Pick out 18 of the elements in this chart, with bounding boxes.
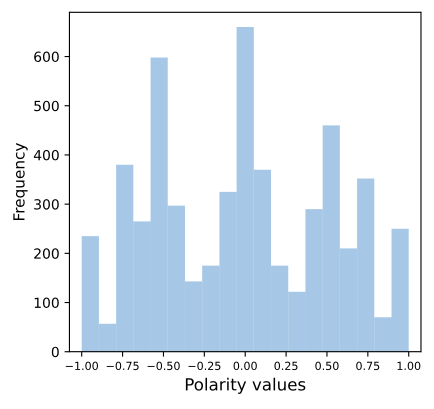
y-tick-label: 600 [34, 52, 59, 62]
y-tick-label: 200 [34, 248, 59, 259]
x-tick-label: 1.00 [398, 362, 420, 370]
x-tick-label: 0.50 [315, 362, 339, 370]
x-tick-label: −1.00 [66, 362, 98, 370]
x-tick-label: 0.00 [234, 362, 257, 370]
y-axis-title: Frequency [13, 143, 28, 220]
y-tick-label: 300 [34, 199, 59, 210]
x-tick-label: −0.50 [148, 362, 180, 370]
x-tick-label: 0.25 [274, 362, 298, 370]
y-tick-label: 400 [34, 150, 59, 160]
x-axis-title: Polarity values [186, 378, 306, 394]
x-tick-label: −0.25 [188, 362, 220, 370]
y-tick-label: 100 [34, 298, 59, 308]
y-tick-label: 500 [34, 100, 59, 112]
x-tick-label: 0.75 [356, 362, 380, 370]
x-tick-label: −0.75 [106, 362, 139, 370]
y-tick-label: 0 [52, 346, 59, 358]
